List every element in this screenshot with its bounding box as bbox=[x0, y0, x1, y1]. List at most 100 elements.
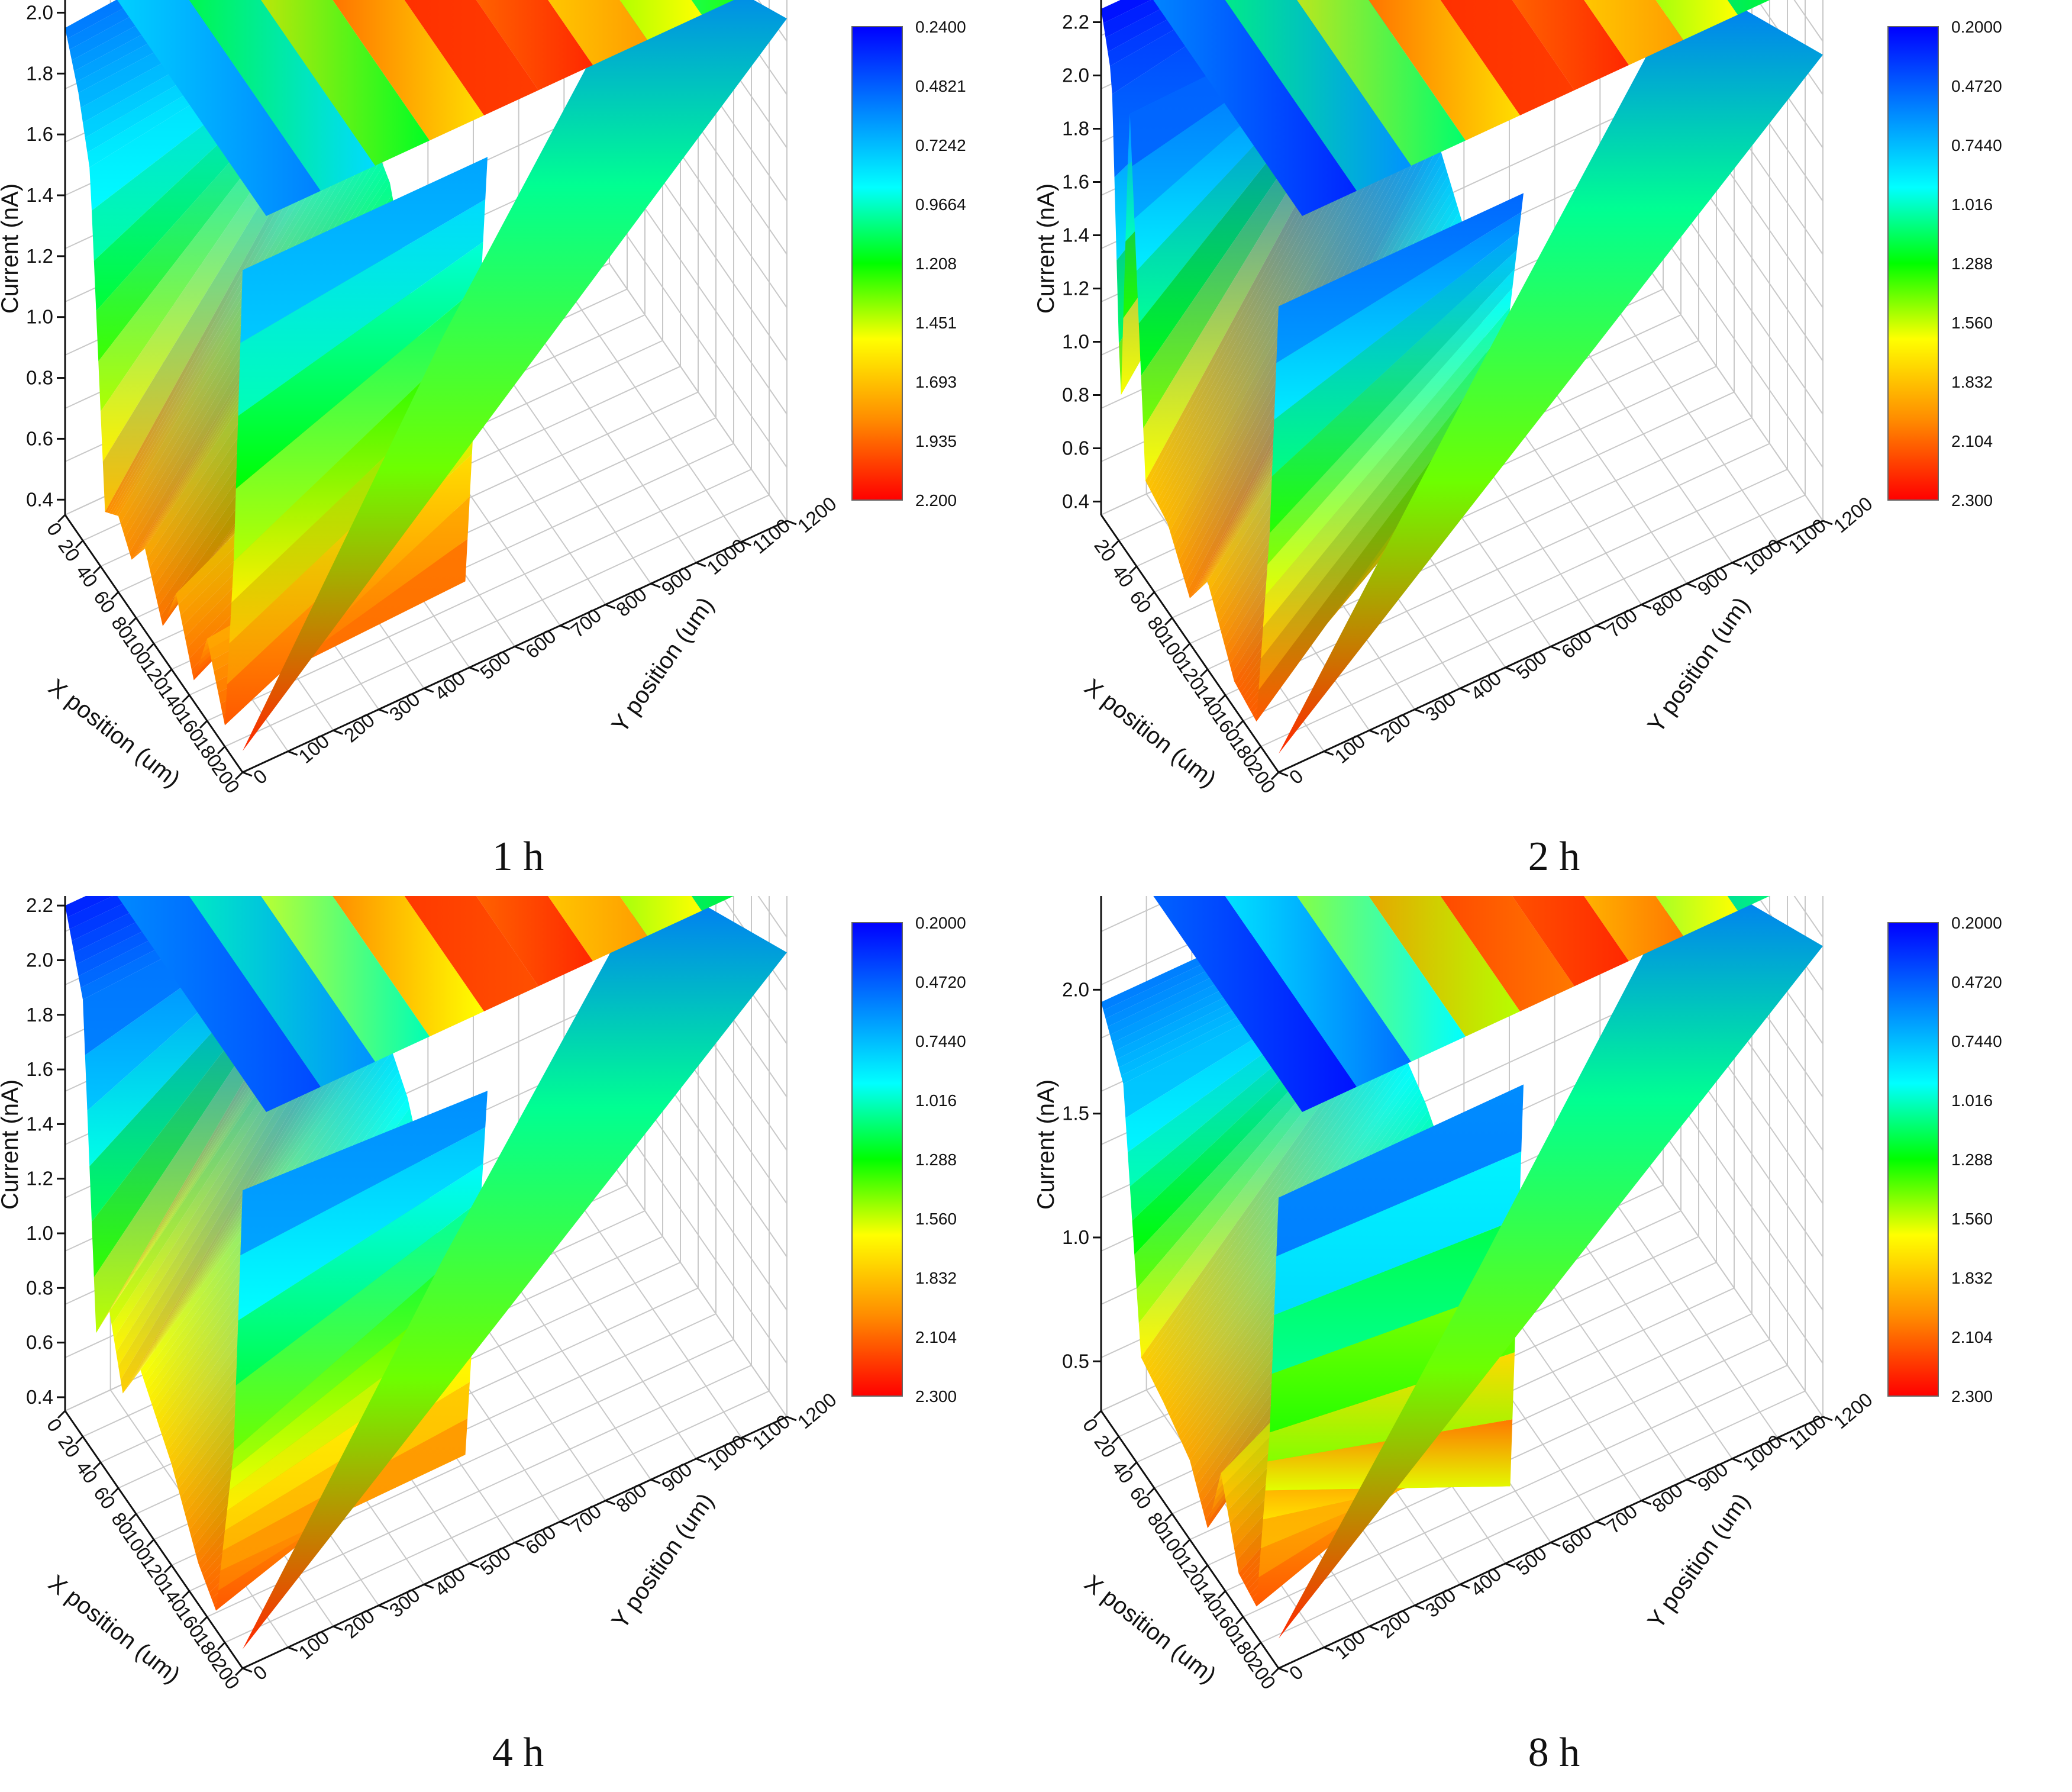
z-tick-label: 1.4 bbox=[26, 1113, 53, 1134]
x-tick-mark bbox=[1164, 1513, 1173, 1522]
chart-panel-4h: 0.4 0.6 0.8 1.0 1.2 1.4 1.6 1.8 2.0 2.2 Current (n… bbox=[0, 896, 1036, 1792]
colorbar-tick-label: 1.288 bbox=[915, 1150, 957, 1169]
y-tick-mark bbox=[1686, 1478, 1697, 1484]
colorbar-tick-label: 1.832 bbox=[1951, 373, 1993, 391]
colorbar-tick-label: 0.2400 bbox=[915, 18, 966, 36]
colorbar-tick-label: 2.300 bbox=[1951, 1387, 1993, 1406]
y-tick-label: 300 bbox=[385, 688, 424, 726]
colorbar-tick-label: 2.200 bbox=[915, 491, 957, 510]
y-tick-label: 1200 bbox=[1829, 1388, 1877, 1433]
projection-band bbox=[1225, 0, 1411, 191]
x-tick-mark bbox=[1128, 565, 1138, 575]
colorbar-bar bbox=[1887, 26, 1939, 501]
x-tick-mark bbox=[1235, 720, 1244, 729]
colorbar-tick-label: 1.016 bbox=[1951, 195, 1993, 214]
grid-line bbox=[1645, 263, 1824, 521]
projection-band bbox=[1440, 0, 1574, 115]
y-tick-mark bbox=[1641, 604, 1651, 610]
x-tick-mark bbox=[1093, 1410, 1102, 1419]
x-tick-label: 60 bbox=[1125, 586, 1156, 617]
colorbar-tick-label: 1.288 bbox=[1951, 254, 1993, 273]
x-tick-mark bbox=[128, 1513, 137, 1522]
colorbar-tick-label: 1.935 bbox=[915, 432, 957, 450]
y-tick-label: 600 bbox=[1557, 1521, 1596, 1559]
colorbar-tick-label: 0.4821 bbox=[915, 77, 966, 95]
z-tick-label: 2.2 bbox=[26, 896, 53, 916]
y-tick-mark bbox=[242, 771, 253, 777]
y-tick-label: 400 bbox=[1466, 1563, 1505, 1601]
z-tick-label: 0.8 bbox=[1062, 384, 1089, 406]
y-tick-label: 800 bbox=[612, 583, 651, 621]
x-tick-mark bbox=[1199, 668, 1209, 678]
x-tick-mark bbox=[92, 565, 102, 575]
y-tick-mark bbox=[1369, 729, 1379, 735]
colorbar-tick-label: 0.4720 bbox=[1951, 77, 2002, 95]
surface-facet bbox=[240, 157, 488, 343]
surface-facet bbox=[114, 98, 362, 515]
z-tick-label: 2.0 bbox=[26, 1, 53, 23]
x-tick-mark bbox=[234, 771, 244, 781]
z-axis-title: Current (nA) bbox=[1036, 183, 1059, 314]
colorbar-bar bbox=[1887, 922, 1939, 1397]
z-tick-label: 1.4 bbox=[26, 184, 53, 206]
axes: 0.4 0.6 0.8 1.0 1.2 1.4 1.6 1.8 2.0 Current (nA) 0… bbox=[0, 0, 841, 797]
x-tick-label: 20 bbox=[1090, 1431, 1120, 1461]
x-tick-label: 40 bbox=[72, 1457, 102, 1487]
x-tick-mark bbox=[163, 668, 173, 678]
y-tick-label: 500 bbox=[1512, 1542, 1551, 1580]
surface bbox=[65, 896, 787, 1649]
x-tick-label: 60 bbox=[89, 586, 120, 617]
colorbar-tick-label: 0.7242 bbox=[915, 136, 966, 154]
y-tick-label: 200 bbox=[1376, 1605, 1415, 1643]
y-tick-mark bbox=[605, 1500, 615, 1506]
grid-line bbox=[563, 1179, 743, 1438]
y-tick-mark bbox=[650, 1478, 661, 1484]
x-tick-label: 20 bbox=[54, 535, 84, 565]
z-tick-label: 1.8 bbox=[26, 1004, 53, 1026]
x-tick-mark bbox=[1128, 1461, 1138, 1471]
colorbar-tick-label: 0.4720 bbox=[1951, 973, 2002, 991]
colorbar-tick-label: 2.104 bbox=[1951, 432, 1993, 450]
x-tick-mark bbox=[1182, 643, 1191, 652]
z-tick-label: 1.0 bbox=[1062, 331, 1089, 353]
y-tick-label: 700 bbox=[1602, 604, 1641, 642]
y-tick-mark bbox=[288, 1646, 298, 1652]
surface-facet bbox=[1261, 325, 1508, 659]
projection-band bbox=[691, 0, 734, 15]
projection-band bbox=[619, 0, 702, 40]
surface-facet bbox=[1103, 0, 1179, 38]
projection-band bbox=[333, 0, 484, 141]
surface-facet bbox=[1258, 344, 1506, 691]
y-tick-label: 900 bbox=[1693, 1458, 1732, 1496]
z-tick-label: 0.4 bbox=[1062, 491, 1089, 513]
colorbar-tick-label: 1.208 bbox=[915, 254, 957, 273]
y-tick-mark bbox=[560, 1520, 570, 1526]
y-tick-mark bbox=[650, 582, 661, 588]
grid-line bbox=[563, 283, 743, 542]
y-tick-mark bbox=[242, 1667, 253, 1673]
panel-caption: 8 h bbox=[1528, 1730, 1580, 1775]
colorbar-tick-label: 2.104 bbox=[1951, 1328, 1993, 1346]
y-tick-label: 500 bbox=[476, 1542, 515, 1580]
y-tick-mark bbox=[696, 1458, 706, 1464]
grid-line bbox=[609, 1159, 788, 1417]
x-tick-mark bbox=[181, 694, 191, 703]
surface-facet bbox=[238, 1127, 486, 1321]
colorbar-tick-label: 2.104 bbox=[915, 1328, 957, 1346]
z-axis-title: Current (nA) bbox=[0, 183, 23, 314]
z-tick-label: 1.5 bbox=[1062, 1103, 1089, 1124]
y-tick-mark bbox=[378, 1604, 389, 1610]
x-tick-label: 40 bbox=[1108, 1457, 1138, 1487]
projection-band bbox=[548, 896, 647, 961]
z-tick-label: 2.0 bbox=[1062, 65, 1089, 86]
projection-band bbox=[404, 896, 538, 1011]
grid-line bbox=[1645, 1159, 1824, 1417]
surface-facet bbox=[234, 1200, 481, 1451]
colorbar: 0.2400 0.4821 0.7242 0.9664 1.208 1.451 1.693 1… bbox=[851, 18, 966, 510]
surface-plot-2h: 0.4 0.6 0.8 1.0 1.2 1.4 1.6 1.8 2.0 2.2 Current (n… bbox=[1036, 0, 2002, 797]
y-tick-label: 700 bbox=[566, 1500, 605, 1538]
z-tick-label: 1.6 bbox=[26, 123, 53, 145]
surface-facet bbox=[67, 896, 139, 929]
z-tick-label: 1.2 bbox=[26, 1168, 53, 1190]
